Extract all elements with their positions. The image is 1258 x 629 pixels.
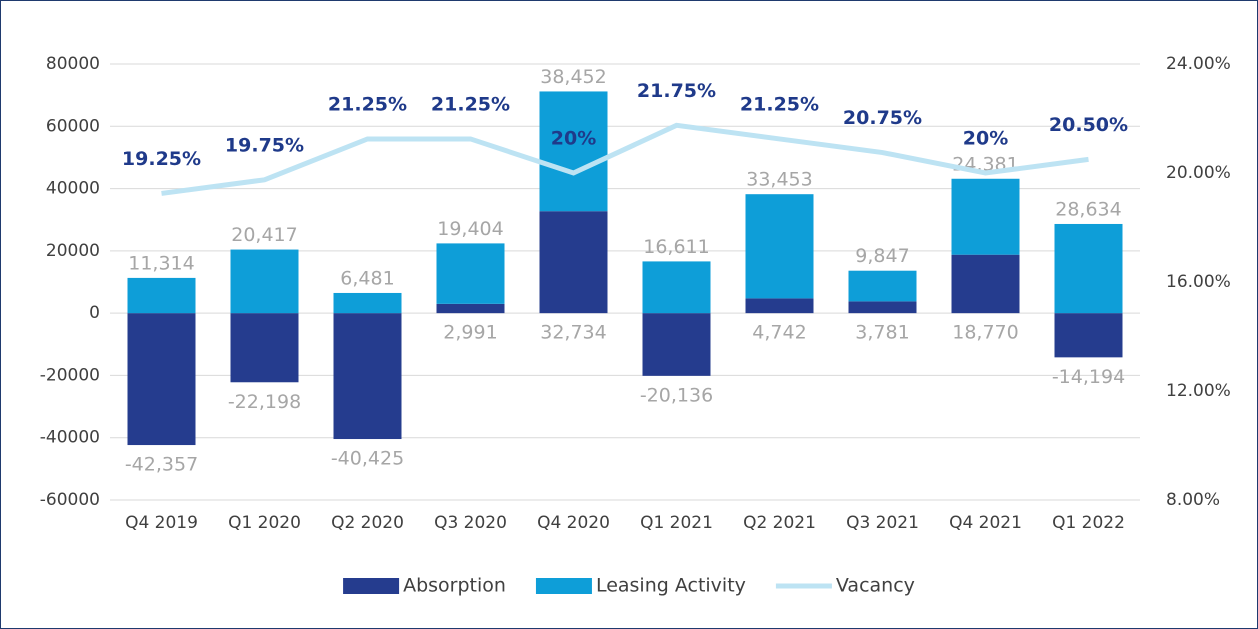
- bar: [1054, 313, 1123, 358]
- data-label: 21.25%: [328, 93, 407, 115]
- data-label: 4,742: [752, 322, 806, 344]
- y-tick-label: -60000: [40, 490, 100, 510]
- legend-swatch: [535, 578, 592, 594]
- bar: [230, 249, 299, 314]
- bar: [436, 303, 505, 314]
- data-label: 21.25%: [740, 93, 819, 115]
- bar: [230, 313, 299, 383]
- bar: [127, 313, 196, 446]
- x-tick-label: Q1 2020: [228, 513, 301, 533]
- bar: [127, 277, 196, 314]
- legend-label: Vacancy: [836, 575, 915, 597]
- y-tick-label: 40000: [46, 179, 100, 199]
- data-label: 19.75%: [225, 134, 304, 156]
- data-label: 21.25%: [431, 93, 510, 115]
- y2-tick-label: 24.00%: [1166, 54, 1231, 74]
- y2-tick-label: 20.00%: [1166, 163, 1231, 183]
- data-label: -20,136: [640, 384, 713, 406]
- data-label: 20%: [963, 128, 1008, 150]
- x-tick-label: Q4 2019: [125, 513, 198, 533]
- bar: [539, 211, 608, 314]
- data-label: 20.75%: [843, 107, 922, 129]
- data-label: 20,417: [231, 224, 297, 246]
- bar: [539, 91, 608, 212]
- data-label: 18,770: [952, 322, 1018, 344]
- legend-label: Leasing Activity: [596, 575, 746, 597]
- bar: [333, 313, 402, 440]
- x-tick-label: Q2 2021: [743, 513, 816, 533]
- x-tick-label: Q4 2020: [537, 513, 610, 533]
- x-tick-label: Q1 2022: [1052, 513, 1125, 533]
- data-label: 20.50%: [1049, 114, 1128, 136]
- data-label: 38,452: [540, 66, 606, 88]
- legend-label: Absorption: [403, 575, 506, 597]
- y-tick-label: 20000: [46, 241, 100, 261]
- data-label: 19,404: [437, 218, 503, 240]
- bar: [951, 178, 1020, 255]
- data-label: 19.25%: [122, 148, 201, 170]
- data-label: 21.75%: [637, 80, 716, 102]
- x-tick-label: Q4 2021: [949, 513, 1022, 533]
- bar: [333, 292, 402, 314]
- data-label: 2,991: [443, 322, 497, 344]
- y-tick-label: -40000: [40, 428, 100, 448]
- y2-tick-label: 16.00%: [1166, 272, 1231, 292]
- x-tick-label: Q1 2021: [640, 513, 713, 533]
- y2-tick-label: 8.00%: [1166, 490, 1220, 510]
- x-tick-label: Q2 2020: [331, 513, 404, 533]
- data-label: 9,847: [855, 245, 909, 267]
- bar: [745, 298, 814, 314]
- data-label: 33,453: [746, 169, 812, 191]
- data-label: -40,425: [331, 448, 404, 470]
- bar: [1054, 223, 1123, 314]
- bar: [642, 261, 711, 314]
- data-label: 11,314: [128, 252, 194, 274]
- x-tick-label: Q3 2020: [434, 513, 507, 533]
- y-tick-label: 0: [89, 303, 100, 323]
- data-label: -42,357: [125, 454, 198, 476]
- y-tick-label: 80000: [46, 54, 100, 74]
- y-tick-label: 60000: [46, 116, 100, 136]
- x-tick-label: Q3 2021: [846, 513, 919, 533]
- data-label: -14,194: [1052, 366, 1125, 388]
- bar: [848, 301, 917, 314]
- data-label: -22,198: [228, 391, 301, 413]
- bar: [436, 243, 505, 304]
- data-label: 6,481: [340, 267, 394, 289]
- bar: [642, 313, 711, 376]
- data-label: 32,734: [540, 322, 606, 344]
- bar: [951, 254, 1020, 314]
- legend-swatch: [343, 578, 400, 594]
- y-tick-label: -20000: [40, 365, 100, 385]
- data-label: 20%: [551, 128, 596, 150]
- data-label: 28,634: [1055, 198, 1121, 220]
- y2-tick-label: 12.00%: [1166, 381, 1231, 401]
- data-label: 16,611: [643, 236, 709, 258]
- line: [161, 122, 1089, 196]
- bar: [848, 270, 917, 302]
- data-label: 3,781: [855, 322, 909, 344]
- bar: [745, 194, 814, 299]
